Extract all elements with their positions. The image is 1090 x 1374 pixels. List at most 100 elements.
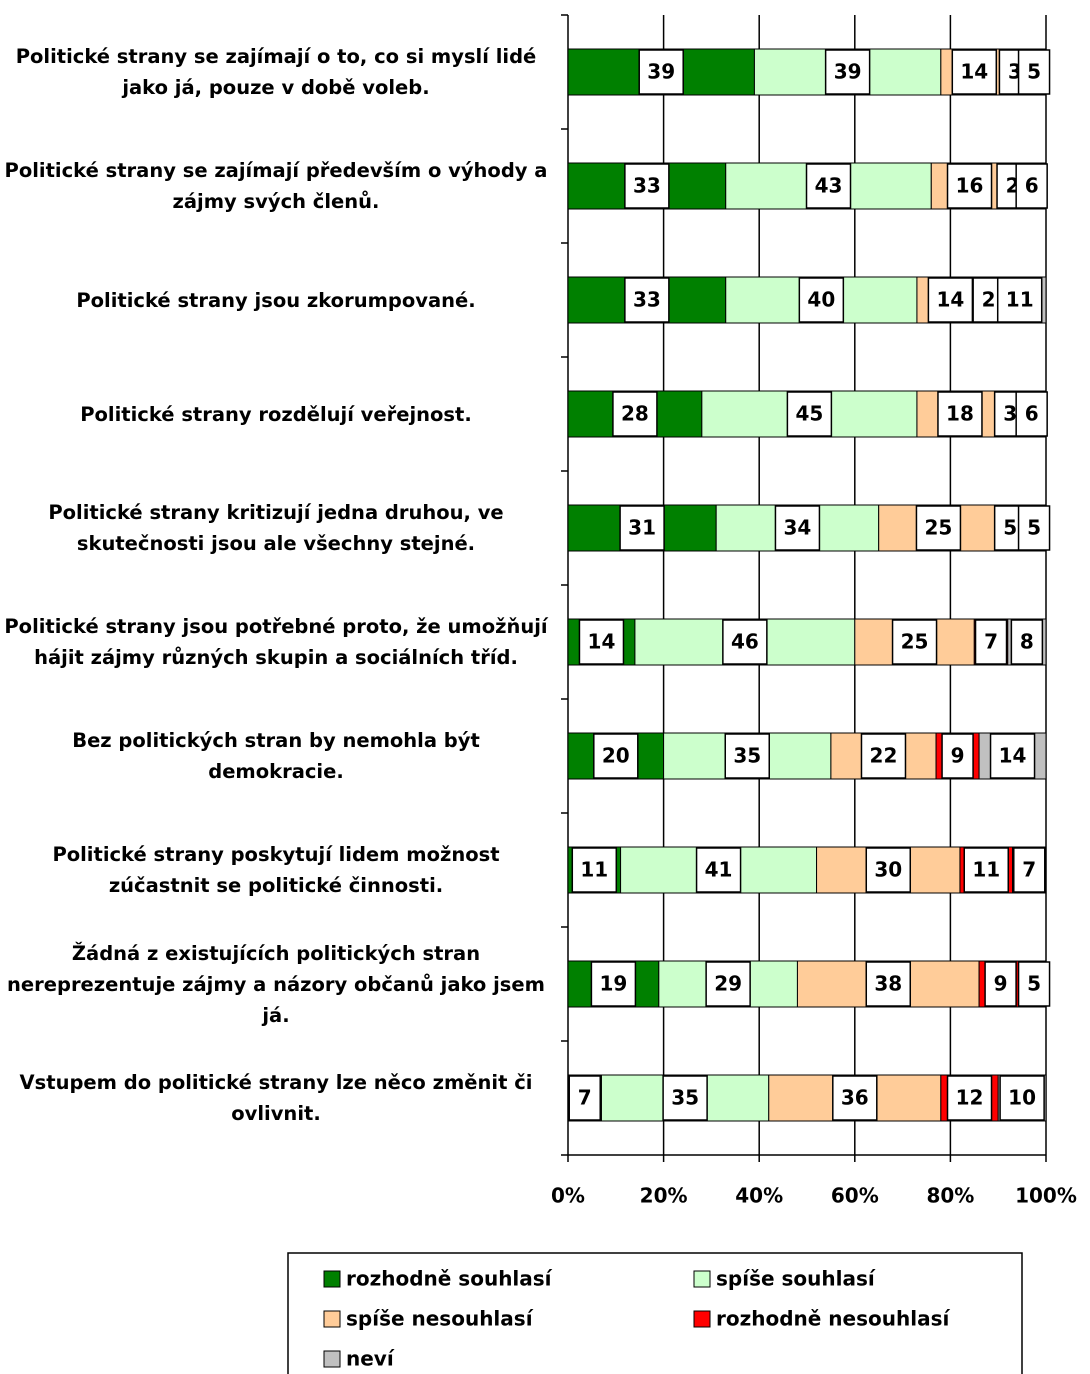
legend-label: rozhodně nesouhlasí	[716, 1307, 950, 1331]
data-label: 12	[956, 1086, 984, 1110]
data-label: 14	[999, 744, 1027, 768]
label-box	[624, 277, 670, 323]
legend-label: spíše nesouhlasí	[346, 1307, 534, 1331]
label-box	[805, 163, 852, 209]
data-label: 16	[956, 174, 984, 198]
data-label: 46	[731, 630, 759, 654]
label-box	[590, 961, 637, 1007]
legend-swatch	[323, 1350, 341, 1368]
category-label: Bez politických stran by nemohla být dem…	[72, 729, 480, 783]
label-box	[915, 505, 962, 551]
label-box	[974, 619, 1008, 665]
category-label: Politické strany poskytují lidem možnost…	[52, 843, 500, 897]
data-label: 29	[714, 972, 742, 996]
label-box	[695, 847, 742, 893]
category-label: Politické strany jsou zkorumpované.	[76, 288, 476, 312]
legend-label: rozhodně souhlasí	[346, 1267, 553, 1291]
data-label: 7	[578, 1086, 592, 1110]
data-label: 6	[1025, 402, 1039, 426]
data-label: 11	[972, 858, 1000, 882]
data-label: 40	[807, 288, 835, 312]
data-label: 19	[599, 972, 627, 996]
label-box	[1015, 391, 1048, 437]
data-label: 9	[994, 972, 1008, 996]
category-label: Politické strany kritizují jedna druhou,…	[48, 501, 504, 555]
label-box	[724, 733, 770, 779]
data-label: 11	[1006, 288, 1034, 312]
category-label: Žádná z existujících politických stran n…	[7, 941, 545, 1027]
label-box	[722, 619, 768, 665]
label-box	[786, 391, 833, 437]
data-label: 30	[874, 858, 902, 882]
legend-swatch	[693, 1310, 711, 1328]
category-label: Politické strany jsou potřebné proto, že…	[4, 615, 548, 669]
x-tick-label: 100%	[1015, 1184, 1077, 1208]
data-label: 10	[1008, 1086, 1036, 1110]
label-box	[571, 847, 618, 893]
data-label: 7	[1022, 858, 1036, 882]
x-tick-label: 40%	[735, 1184, 783, 1208]
label-box	[937, 391, 983, 437]
data-label: 9	[951, 744, 965, 768]
data-label: 11	[580, 858, 608, 882]
data-label: 14	[960, 60, 988, 84]
category-label: Politické strany se zajímají o to, co si…	[15, 45, 537, 99]
label-box	[865, 847, 912, 893]
data-label: 45	[795, 402, 823, 426]
x-tick-label: 60%	[831, 1184, 879, 1208]
label-box	[774, 505, 821, 551]
label-box	[1017, 961, 1051, 1007]
data-label: 3	[1003, 402, 1017, 426]
data-label: 39	[834, 60, 862, 84]
label-box	[705, 961, 751, 1007]
legend-label: neví	[346, 1347, 395, 1371]
label-box	[619, 505, 665, 551]
label-box	[927, 277, 974, 323]
data-label: 14	[936, 288, 964, 312]
data-label: 43	[815, 174, 843, 198]
label-box	[996, 277, 1043, 323]
label-box	[593, 733, 639, 779]
label-box	[941, 733, 974, 779]
x-tick-label: 20%	[640, 1184, 688, 1208]
legend-box	[287, 1252, 1023, 1374]
label-box	[624, 163, 670, 209]
data-label: 35	[733, 744, 761, 768]
label-box	[638, 49, 684, 95]
data-label: 20	[602, 744, 630, 768]
label-box	[568, 1075, 601, 1121]
label-box	[832, 1075, 878, 1121]
label-box	[999, 1075, 1045, 1121]
label-box	[1013, 847, 1046, 893]
data-label: 5	[1003, 516, 1017, 540]
label-box	[824, 49, 871, 95]
data-label: 5	[1027, 516, 1041, 540]
label-box	[662, 1075, 708, 1121]
data-label: 35	[671, 1086, 699, 1110]
label-box	[578, 619, 625, 665]
label-box	[1015, 163, 1048, 209]
category-label: Politické strany rozdělují veřejnost.	[80, 402, 472, 426]
data-label: 36	[841, 1086, 869, 1110]
legend-swatch	[323, 1310, 341, 1328]
label-box	[1010, 619, 1044, 665]
data-label: 25	[901, 630, 929, 654]
data-label: 33	[633, 288, 661, 312]
label-box	[951, 49, 998, 95]
label-box	[891, 619, 938, 665]
label-box	[946, 1075, 993, 1121]
data-label: 34	[784, 516, 812, 540]
data-label: 38	[874, 972, 902, 996]
label-box	[612, 391, 658, 437]
label-box	[1017, 49, 1051, 95]
data-label: 8	[1020, 630, 1034, 654]
legend-swatch	[323, 1270, 341, 1288]
label-box	[989, 733, 1036, 779]
category-label: Politické strany se zajímají především o…	[4, 159, 548, 213]
data-label: 33	[633, 174, 661, 198]
label-box	[984, 961, 1017, 1007]
x-tick-label: 0%	[551, 1184, 585, 1208]
label-box	[963, 847, 1009, 893]
